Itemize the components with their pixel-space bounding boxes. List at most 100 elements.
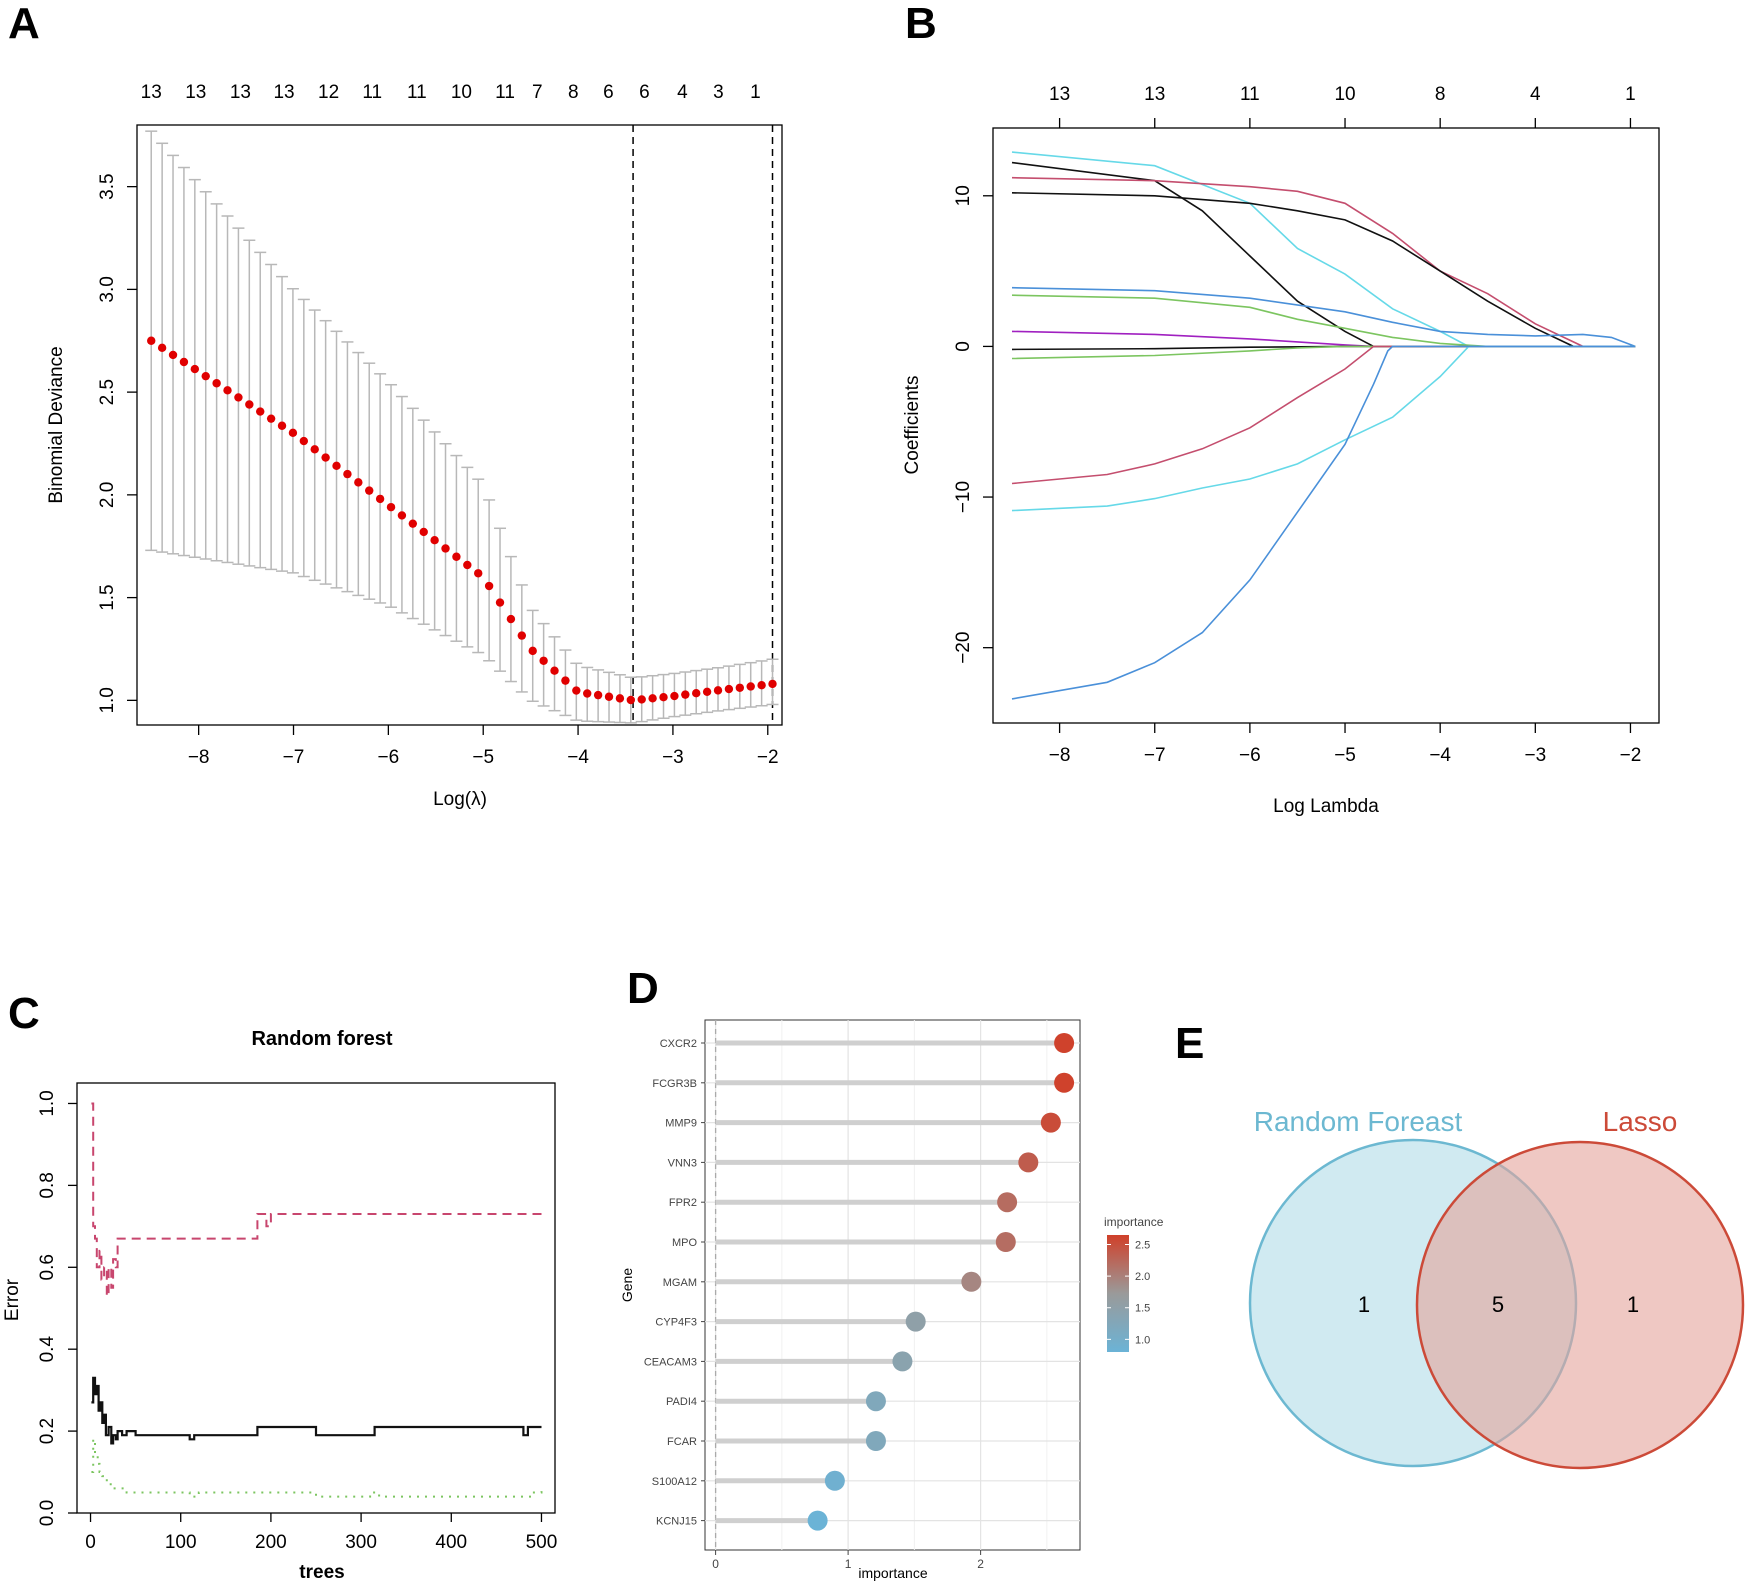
deviance-point-a [266,414,276,423]
deviance-point-a [604,692,614,701]
error-series-solid [91,1376,542,1445]
panel-label-a: A [8,0,40,48]
top-axis-label-a: 3 [713,82,724,103]
deviance-point-a [670,691,679,701]
y-tick-label-b: −10 [953,481,974,513]
lollipop-point-CXCR2 [1054,1033,1075,1053]
top-axis-label-b: 13 [1144,84,1165,105]
venn-circle-lasso [1415,1140,1745,1470]
legend-title-d: importance [1104,1215,1164,1229]
y-tick-label-a: 2.5 [97,379,118,405]
deviance-point-a [201,371,210,381]
deviance-point-a [375,494,385,504]
y-tick-label-b: 10 [953,185,974,206]
top-axis-label-a: 12 [318,82,339,103]
lollipop-point-MGAM [961,1271,982,1292]
deviance-point-a [212,379,221,388]
deviance-point-a [288,428,298,438]
deviance-point-a [626,695,636,705]
top-axis-label-a: 4 [677,82,688,103]
y-tick-label-b: −20 [953,632,974,664]
y-tick-label-c: 1.0 [37,1090,58,1116]
deviance-point-a [768,679,777,689]
deviance-point-a [735,683,745,692]
y-tick-label-c: 0.4 [37,1336,58,1363]
x-tick-label-d: 0 [712,1557,719,1571]
x-tick-label-c: 400 [435,1532,467,1553]
deviance-point-a [321,453,330,462]
plot-frame-a [136,124,783,726]
ylabel-b: Coefficients [902,376,923,475]
deviance-point-a [365,486,374,495]
deviance-point-a [484,581,494,591]
coefficient-path-6 [1011,294,1636,348]
xlabel-a: Log(λ) [433,789,487,810]
deviance-point-a [310,445,319,454]
x-tick-label-a: −8 [188,747,210,768]
y-tick-label-b: 0 [953,341,974,352]
coefficient-path-7 [1011,330,1636,348]
gene-label-FCAR: FCAR [667,1436,697,1448]
gene-label-KCNJ15: KCNJ15 [656,1516,697,1528]
top-axis-label-a: 13 [141,82,162,103]
deviance-point-a [463,560,472,570]
top-axis-label-a: 6 [639,82,650,103]
deviance-point-a [572,686,581,695]
deviance-point-a [648,694,657,703]
x-tick-label-a: −7 [283,747,305,768]
coefficient-path-2 [1011,161,1636,348]
deviance-point-a [419,527,428,537]
deviance-point-a [724,684,734,694]
deviance-point-a [168,350,178,360]
deviance-point-a [561,676,570,685]
deviance-point-a [223,386,232,395]
y-tick-label-a: 1.0 [97,687,118,713]
panel-label-c: C [8,989,40,1038]
ylabel-c: Error [2,1278,23,1321]
top-axis-label-a: 11 [495,82,515,103]
y-tick-label-a: 3.0 [97,276,118,302]
x-tick-label-b: −5 [1334,745,1356,766]
lollipop-point-CEACAM3 [892,1351,913,1372]
lasso-cv-deviance-plot: Binomial Deviance Log(λ) −8 −7 −6 −5 −4 −3 −2 1… [46,82,783,810]
legend-tick-label: 2.0 [1135,1271,1150,1283]
random-forest-error-plot: Random forest Error trees 0 100 200 300 400 5… [2,1028,557,1582]
xlabel-d: importance [858,1565,927,1581]
deviance-point-a [506,614,516,624]
plot-frame-d [704,1019,1081,1551]
top-axis-label-a: 13 [230,82,251,103]
deviance-point-a [190,364,200,374]
lollipop-point-KCNJ15 [807,1510,828,1531]
deviance-point-a [441,544,450,553]
venn-count-overlap: 5 [1492,1292,1504,1317]
coefficient-path-11 [1011,345,1636,512]
ylabel-a: Binomial Deviance [46,346,67,503]
gene-label-MGAM: MGAM [663,1277,697,1289]
panel-label-d: D [627,964,659,1013]
deviance-point-a [179,357,189,367]
gene-label-S100A12: S100A12 [652,1476,697,1488]
deviance-point-a [681,690,690,699]
deviance-point-a [408,519,418,528]
deviance-point-a [234,393,243,402]
error-series-dashed [91,1102,542,1297]
deviance-point-a [147,336,156,345]
coefficient-path-10 [1011,345,1636,485]
venn-diagram: Random Foreast Lasso 1 5 1 [1248,1106,1745,1470]
top-axis-label-b: 1 [1625,84,1636,105]
lollipop-point-FCGR3B [1054,1072,1075,1093]
top-axis-label-b: 4 [1530,84,1541,105]
top-axis-label-b: 13 [1049,84,1070,105]
gene-label-CXCR2: CXCR2 [660,1038,697,1050]
top-axis-label-b: 10 [1334,84,1355,105]
lollipop-point-MPO [995,1232,1016,1252]
legend-colorbar [1107,1235,1129,1352]
top-axis-label-a: 6 [603,82,614,103]
y-tick-label-a: 2.0 [97,482,118,508]
deviance-point-a [343,469,352,479]
y-tick-label-a: 1.5 [97,584,118,610]
y-tick-label-c: 0.0 [37,1500,58,1526]
plot-frame-c [76,1082,556,1514]
deviance-point-a [702,687,712,696]
importance-lollipop-plot: Gene importance importance 0 1 2 CXCR2 FCGR3… [619,1019,1164,1581]
